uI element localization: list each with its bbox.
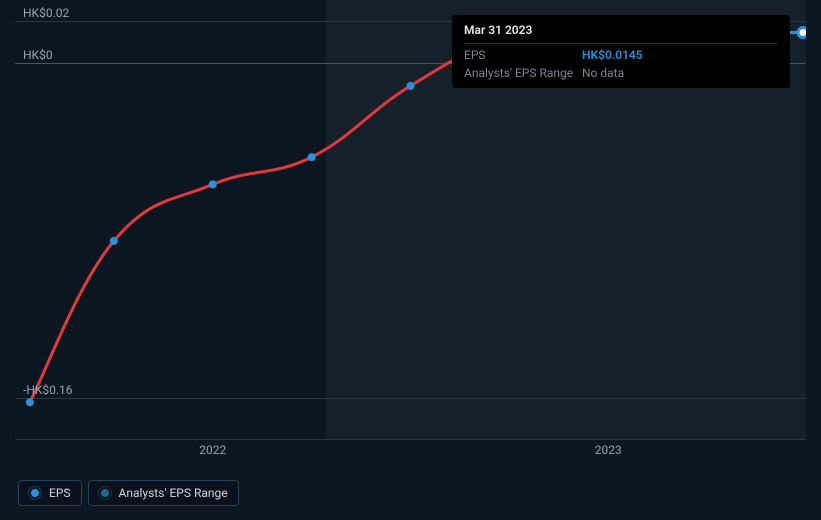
eps-marker[interactable] [110, 237, 118, 245]
legend-swatch-icon [29, 487, 41, 499]
legend-item[interactable]: EPS [18, 480, 82, 506]
legend-label: Analysts' EPS Range [119, 486, 228, 500]
tooltip-date: Mar 31 2023 [464, 23, 778, 44]
y-axis-label: -HK$0.16 [23, 383, 73, 397]
eps-marker[interactable] [26, 398, 34, 406]
eps-marker[interactable] [209, 180, 217, 188]
tooltip-row: EPSHK$0.0145 [464, 44, 778, 62]
eps-line-segment [213, 157, 312, 184]
x-axis-label: 2022 [199, 443, 226, 457]
tooltip: Mar 31 2023 EPSHK$0.0145Analysts' EPS Ra… [452, 15, 790, 88]
y-axis-label: HK$0 [23, 48, 53, 62]
tooltip-row: Analysts' EPS RangeNo data [464, 62, 778, 80]
legend-item[interactable]: Analysts' EPS Range [88, 480, 239, 506]
legend-swatch-icon [99, 487, 111, 499]
eps-line-segment [114, 184, 213, 241]
x-axis-label: 2023 [595, 443, 622, 457]
tooltip-value: HK$0.0145 [582, 48, 643, 62]
actual-end-marker[interactable] [798, 27, 806, 37]
eps-line-segment [312, 86, 411, 157]
x-axis: 2022 2023 [15, 441, 806, 457]
tooltip-key: EPS [464, 48, 582, 62]
legend-label: EPS [49, 486, 71, 500]
tooltip-value: No data [582, 66, 624, 80]
eps-line-segment [30, 241, 114, 402]
legend: EPS Analysts' EPS Range [18, 480, 239, 506]
eps-marker[interactable] [308, 153, 316, 161]
tooltip-key: Analysts' EPS Range [464, 66, 582, 80]
eps-marker[interactable] [407, 82, 415, 90]
y-axis-label: HK$0.02 [23, 6, 69, 20]
